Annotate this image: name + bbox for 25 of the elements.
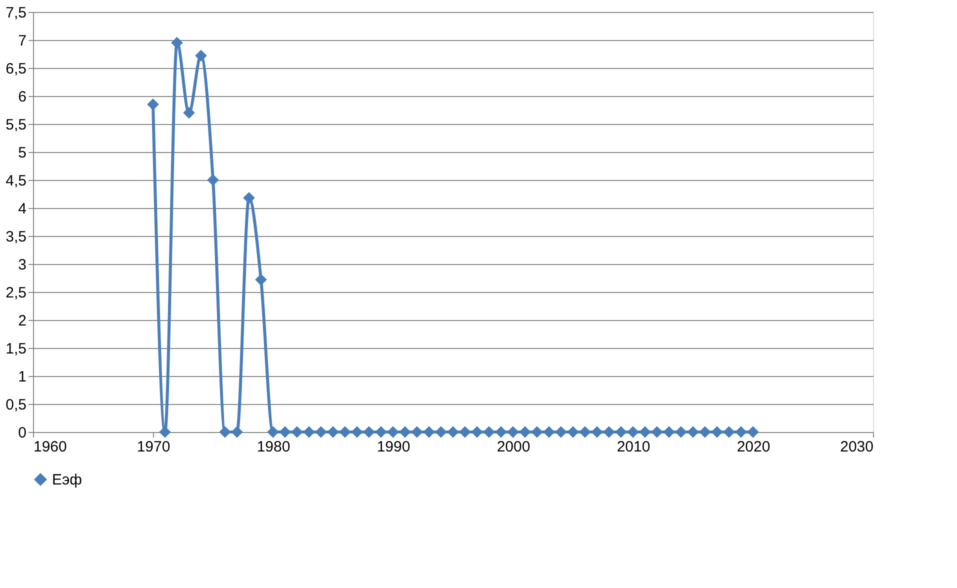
legend-label: Еэф (52, 472, 82, 488)
x-tick-label: 1970 (136, 438, 170, 456)
y-tick-label: 5,5 (6, 116, 26, 134)
x-tick-label: 2030 (840, 438, 874, 456)
y-tick-label: 6,5 (6, 60, 26, 78)
y-tick-label: 4,5 (6, 172, 26, 190)
x-tick-label: 2020 (736, 438, 770, 456)
y-tick-label: 2,5 (6, 284, 26, 302)
y-tick-label: 6 (18, 88, 26, 106)
y-tick-label: 0 (18, 424, 26, 442)
y-tick-label: 4 (18, 200, 26, 218)
y-tick-label: 1 (18, 368, 26, 386)
y-tick-label: 3 (18, 256, 26, 274)
x-tick-label: 1960 (34, 438, 67, 456)
y-tick-label: 0,5 (6, 396, 26, 414)
y-tick-label: 3,5 (6, 228, 26, 246)
x-tick-label: 1980 (256, 438, 290, 456)
x-tick-label: 2010 (616, 438, 650, 456)
x-tick-label: 2000 (496, 438, 530, 456)
y-tick-label: 2 (18, 312, 26, 330)
y-tick-label: 1,5 (6, 340, 26, 358)
y-tick-label: 5 (18, 144, 26, 162)
y-tick-label: 7 (18, 32, 26, 50)
y-tick-label: 7,5 (6, 4, 26, 22)
x-tick-label: 1990 (376, 438, 410, 456)
